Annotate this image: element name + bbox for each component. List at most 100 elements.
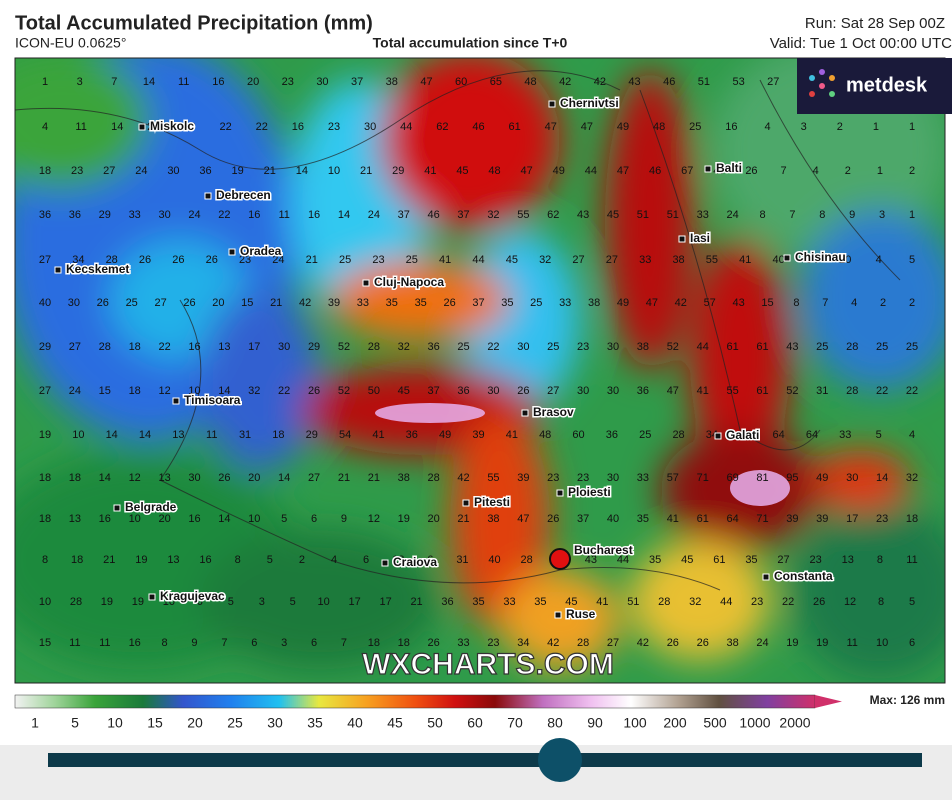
grid-value: 21: [457, 513, 469, 525]
grid-value: 4: [42, 121, 48, 133]
grid-value: 48: [539, 429, 551, 441]
slider-knob[interactable]: [538, 738, 582, 782]
grid-value: 8: [878, 596, 884, 608]
colorbar-tick: 5: [71, 715, 79, 731]
grid-value: 13: [172, 429, 184, 441]
colorbar: [14, 694, 816, 709]
grid-value: 61: [697, 513, 709, 525]
grid-value: 22: [256, 121, 268, 133]
grid-value: 62: [436, 121, 448, 133]
city-label: Kecskemet: [66, 262, 129, 276]
grid-value: 13: [69, 513, 81, 525]
colorbar-tick: 45: [387, 715, 403, 731]
grid-value: 38: [726, 637, 738, 649]
grid-value: 49: [816, 472, 828, 484]
grid-value: 21: [306, 254, 318, 266]
city-label: Chisinau: [795, 250, 846, 264]
grid-value: 45: [456, 165, 468, 177]
grid-value: 25: [457, 341, 469, 353]
grid-value: 11: [278, 209, 289, 221]
grid-value: 39: [816, 513, 828, 525]
grid-value: 30: [607, 385, 619, 397]
grid-value: 23: [487, 637, 499, 649]
grid-value: 25: [339, 254, 351, 266]
grid-value: 19: [135, 554, 147, 566]
grid-value: 46: [649, 165, 661, 177]
grid-value: 23: [282, 76, 294, 88]
grid-value: 47: [581, 121, 593, 133]
grid-value: 18: [69, 472, 81, 484]
grid-value: 67: [681, 165, 693, 177]
grid-value: 50: [368, 385, 380, 397]
grid-value: 12: [368, 513, 380, 525]
grid-value: 25: [126, 297, 138, 309]
grid-value: 8: [162, 637, 168, 649]
grid-value: 8: [819, 209, 825, 221]
grid-value: 47: [420, 76, 432, 88]
grid-value: 49: [617, 121, 629, 133]
grid-value: 42: [559, 76, 571, 88]
grid-value: 45: [681, 554, 693, 566]
grid-value: 6: [363, 554, 369, 566]
grid-value: 2: [845, 165, 851, 177]
grid-value: 7: [780, 165, 786, 177]
grid-value: 14: [139, 429, 151, 441]
grid-value: 25: [876, 341, 888, 353]
city-label: Ruse: [566, 607, 596, 621]
grid-value: 27: [607, 637, 619, 649]
grid-value: 26: [308, 385, 320, 397]
grid-value: 65: [490, 76, 502, 88]
grid-value: 64: [726, 513, 738, 525]
city-label: Chernivtsi: [560, 96, 619, 110]
grid-value: 38: [386, 76, 398, 88]
grid-value: 33: [559, 297, 571, 309]
cities: Chernivtsi Miskolc Balti Debrecen Iasi Oradea…: [54, 95, 847, 623]
grid-value: 11: [206, 429, 217, 441]
slider-track[interactable]: [48, 753, 922, 767]
grid-value: 23: [328, 121, 340, 133]
grid-value: 46: [428, 209, 440, 221]
grid-value: 22: [220, 121, 232, 133]
grid-value: 40: [772, 254, 784, 266]
grid-value: 16: [308, 209, 320, 221]
grid-value: 28: [99, 341, 111, 353]
grid-value: 6: [197, 596, 203, 608]
grid-value: 57: [704, 297, 716, 309]
grid-value: 36: [199, 165, 211, 177]
grid-value: 28: [846, 385, 858, 397]
city-marker: [172, 397, 180, 405]
grid-value: 61: [509, 121, 521, 133]
city-label: Constanta: [774, 569, 833, 583]
grid-value: 36: [637, 385, 649, 397]
grid-value: 4: [764, 121, 770, 133]
grid-value: 3: [879, 209, 885, 221]
subtitle: Total accumulation since T+0: [373, 35, 568, 51]
grid-value: 42: [594, 76, 606, 88]
grid-value: 10: [129, 513, 141, 525]
grid-value: 27: [547, 385, 559, 397]
grid-value: 26: [697, 637, 709, 649]
colorbar-tick: 35: [307, 715, 323, 731]
grid-value: 25: [689, 121, 701, 133]
grid-value: 45: [565, 596, 577, 608]
grid-value: 48: [653, 121, 665, 133]
grid-value: 71: [756, 513, 768, 525]
grid-value: 31: [816, 385, 828, 397]
grid-value: 12: [129, 472, 141, 484]
grid-value: 45: [607, 209, 619, 221]
grid-value: 47: [517, 513, 529, 525]
grid-value: 30: [68, 297, 80, 309]
grid-value: 21: [264, 165, 276, 177]
city-label: Brasov: [533, 405, 574, 419]
grid-value: 15: [39, 637, 51, 649]
grid-value: 38: [588, 297, 600, 309]
grid-value: 24: [272, 254, 284, 266]
grid-value: 20: [839, 254, 851, 266]
grid-value: 55: [726, 385, 738, 397]
map: 1 3 7 14 11 16 20 23 30 37 38 47 60 65 48 42 42 43 46 51 53 2…: [15, 58, 945, 683]
grid-value: 47: [617, 165, 629, 177]
grid-value: 16: [188, 341, 200, 353]
grid-value: 71: [697, 472, 709, 484]
city-label: Miskolc: [150, 119, 194, 133]
grid-value: 43: [732, 297, 744, 309]
